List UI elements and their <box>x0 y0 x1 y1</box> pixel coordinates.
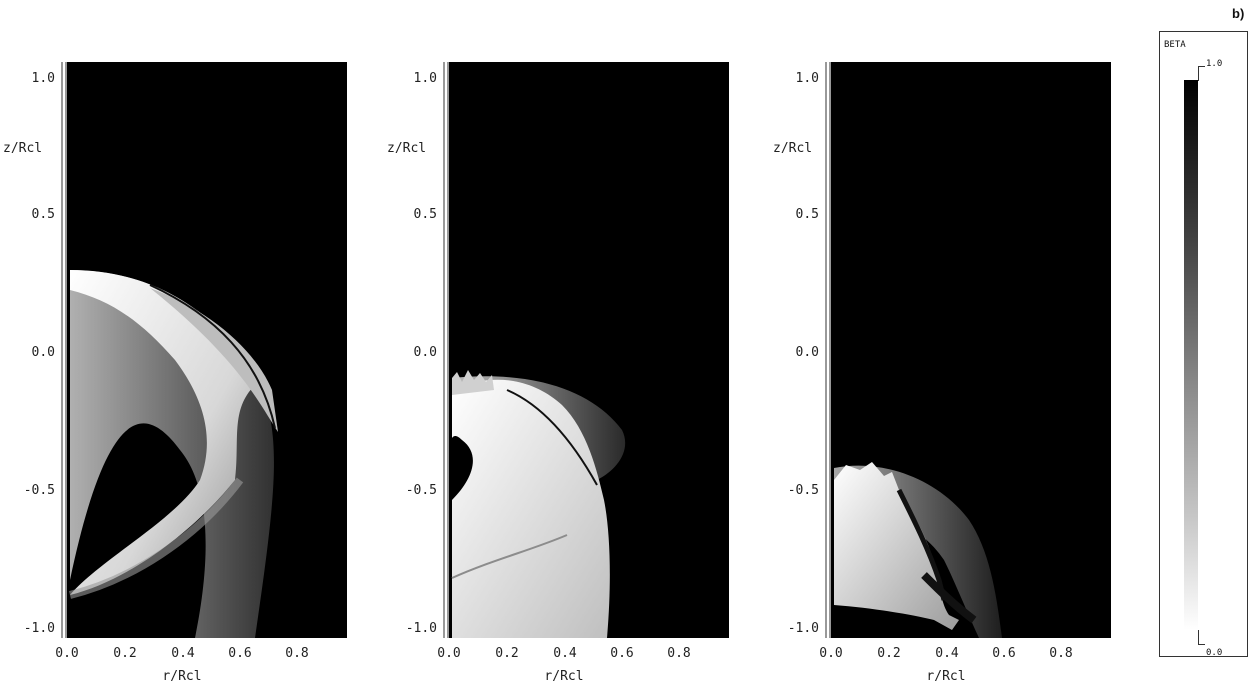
x-tick: 0.4 <box>553 646 577 661</box>
colorbar-max-label: 1.0 <box>1206 59 1223 69</box>
y-axis-title: z/Rcl <box>3 141 42 156</box>
inner-contour <box>451 534 568 579</box>
x-tick: 0.2 <box>495 646 518 661</box>
y-tick: 0.0 <box>32 345 55 360</box>
y-tick: -1.0 <box>24 621 55 636</box>
dark-cavity <box>921 572 977 624</box>
y-axis-title: z/Rcl <box>773 141 812 156</box>
y-axis-title: z/Rcl <box>387 141 426 156</box>
panel-3: 1.0 0.5 0.0 -0.5 -1.0 z/Rcl 0.0 0.2 0.4 … <box>764 60 1111 684</box>
colorbar-min-label: 0.0 <box>1206 648 1223 658</box>
colorbar: BETA 1.0 0.0 <box>1159 31 1248 658</box>
shock-front <box>896 488 947 601</box>
colorbar-min-bracket <box>1198 630 1205 645</box>
shock-front <box>506 389 598 486</box>
x-tick: 0.0 <box>819 646 842 661</box>
shell-inner <box>70 270 255 595</box>
y-tick: 1.0 <box>414 71 437 86</box>
x-tick: 0.6 <box>228 646 251 661</box>
y-tick: -0.5 <box>406 483 437 498</box>
x-tick: 0.2 <box>113 646 136 661</box>
colorbar-max-bracket <box>1198 66 1205 81</box>
x-axis-title: r/Rcl <box>162 669 201 684</box>
x-tick: 0.8 <box>1049 646 1072 661</box>
shock-front <box>149 284 276 429</box>
x-tick: 0.4 <box>171 646 195 661</box>
y-tick: 0.5 <box>796 207 819 222</box>
lower-edge <box>69 477 244 599</box>
x-tick: 0.0 <box>437 646 460 661</box>
x-axis-title: r/Rcl <box>544 669 583 684</box>
panel-2: 1.0 0.5 0.0 -0.5 -1.0 z/Rcl 0.0 0.2 0.4 … <box>382 60 729 684</box>
x-tick: 0.6 <box>610 646 633 661</box>
x-tick: 0.6 <box>992 646 1015 661</box>
panel-1: 1.0 0.5 0.0 -0.5 -1.0 z/Rcl 0.0 0.2 0.4 … <box>0 60 347 684</box>
y-tick: -1.0 <box>788 621 819 636</box>
x-tick: 0.4 <box>935 646 959 661</box>
y-tick: 0.5 <box>414 207 437 222</box>
figure-label: b) <box>1232 6 1245 21</box>
wing <box>150 288 278 432</box>
y-tick: 1.0 <box>796 71 819 86</box>
x-tick: 0.8 <box>285 646 308 661</box>
colorbar-title: BETA <box>1164 40 1186 50</box>
colorbar-gradient <box>1184 80 1198 630</box>
y-tick: 0.0 <box>414 345 437 360</box>
y-tick: -0.5 <box>788 483 819 498</box>
panel-2-svg: 1.0 0.5 0.0 -0.5 -1.0 z/Rcl 0.0 0.2 0.4 … <box>387 62 729 684</box>
x-tick: 0.2 <box>877 646 900 661</box>
y-tick: 0.5 <box>32 207 55 222</box>
y-tick: 0.0 <box>796 345 819 360</box>
shell-inner <box>834 462 959 630</box>
x-axis-title: r/Rcl <box>926 669 965 684</box>
y-tick: -0.5 <box>24 483 55 498</box>
panel-3-svg: 1.0 0.5 0.0 -0.5 -1.0 z/Rcl 0.0 0.2 0.4 … <box>773 62 1111 684</box>
x-tick: 0.0 <box>55 646 78 661</box>
instability-edge <box>452 370 494 395</box>
x-tick: 0.8 <box>667 646 690 661</box>
panel-1-svg: 1.0 0.5 0.0 -0.5 -1.0 z/Rcl 0.0 0.2 0.4 … <box>3 62 347 684</box>
y-tick: -1.0 <box>406 621 437 636</box>
y-tick: 1.0 <box>32 71 55 86</box>
